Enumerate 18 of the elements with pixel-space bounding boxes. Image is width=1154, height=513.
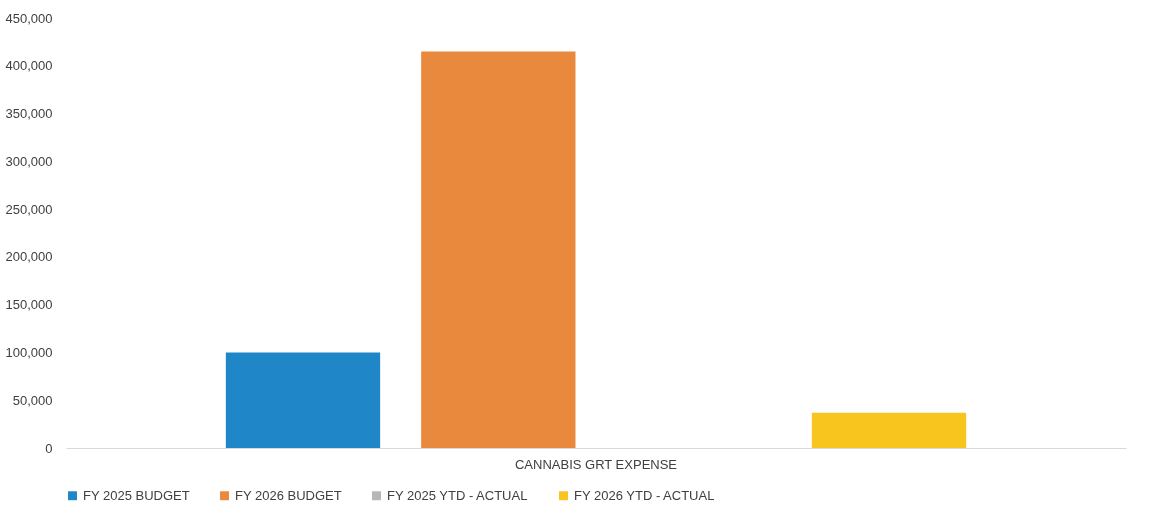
bar (421, 51, 576, 448)
y-tick-label: 400,000 (5, 58, 53, 74)
y-tick-label: 50,000 (12, 392, 53, 408)
x-tick-label: CANNABIS GRT EXPENSE (514, 456, 678, 472)
legend-label: FY 2026 BUDGET (235, 487, 342, 503)
y-tick-label: 350,000 (5, 106, 53, 122)
y-tick-label: 300,000 (5, 153, 53, 169)
legend-label: FY 2025 YTD - ACTUAL (387, 487, 528, 503)
y-tick-label: 0 (45, 440, 53, 456)
legend-label: FY 2026 YTD - ACTUAL (574, 487, 715, 503)
y-tick-label: 200,000 (5, 249, 53, 265)
y-tick-label: 250,000 (5, 201, 53, 217)
legend-label: FY 2025 BUDGET (83, 487, 190, 503)
bar (811, 412, 967, 448)
y-tick-label: 450,000 (5, 10, 53, 26)
y-tick-label: 150,000 (5, 297, 53, 313)
y-tick-label: 100,000 (5, 344, 53, 360)
bar (225, 352, 381, 448)
